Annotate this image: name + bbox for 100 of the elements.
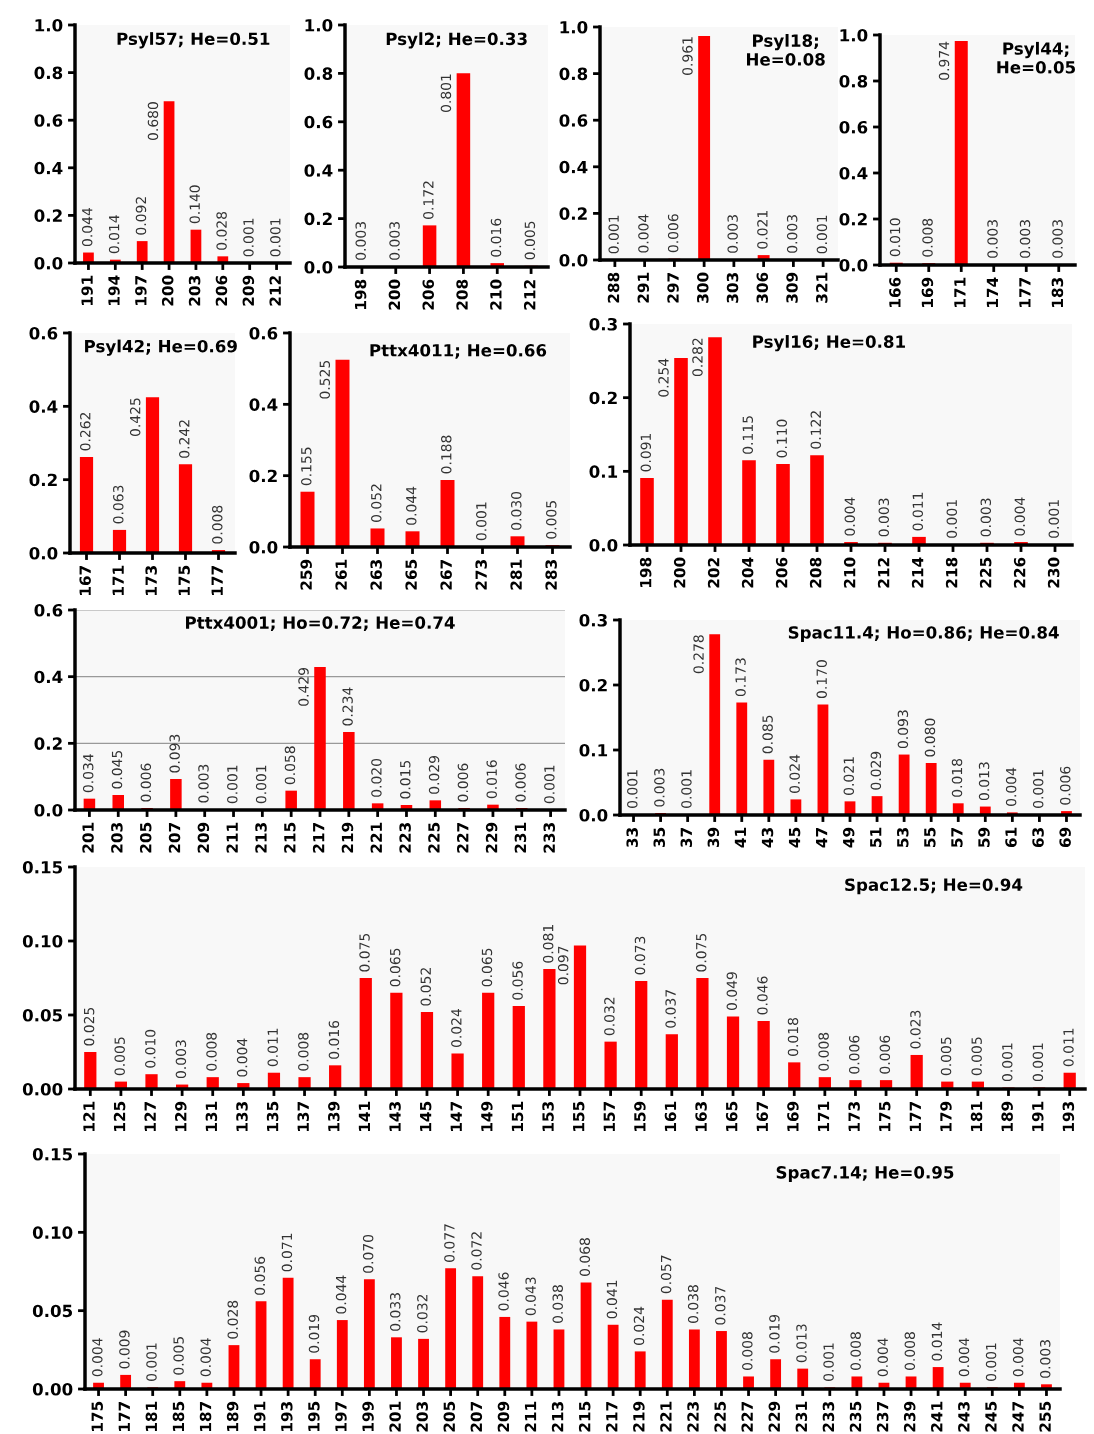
y-tick-label: 0.3 (579, 613, 607, 627)
x-tick-label: 206 (215, 275, 228, 306)
x-tick-label: 208 (809, 557, 822, 588)
x-tick-label: 209 (242, 275, 255, 306)
y-tick-label: 0.4 (34, 161, 63, 175)
data-label: 0.001 (985, 1343, 997, 1381)
data-label: 0.006 (515, 763, 526, 802)
chart-title: Psyl57; He=0.51 (117, 32, 270, 49)
data-label: 0.008 (298, 1032, 309, 1071)
data-label: 0.001 (243, 218, 254, 257)
data-label: 0.025 (83, 1007, 95, 1046)
x-tick-label: 209 (497, 1401, 510, 1432)
x-tick-label: 179 (940, 1101, 952, 1131)
data-label: 0.001 (544, 765, 555, 804)
x-tick-label: 241 (931, 1401, 943, 1432)
x-tick-label: 45 (788, 827, 801, 848)
x-tick-label: 147 (450, 1102, 462, 1131)
data-label: 0.425 (129, 398, 141, 437)
data-label: 0.006 (879, 1035, 891, 1074)
x-tick-label: 69 (1059, 827, 1071, 848)
x-tick-label: 209 (197, 822, 210, 853)
data-label: 0.068 (579, 1238, 591, 1276)
x-tick-label: 175 (91, 1401, 103, 1431)
data-label: 0.093 (897, 710, 909, 749)
data-label: 0.173 (735, 658, 746, 697)
x-tick-label: 306 (756, 272, 769, 303)
data-label: 0.045 (111, 750, 123, 789)
x-tick-label: 243 (958, 1402, 970, 1432)
x-tick-label: 213 (255, 823, 267, 853)
y-tick-label: 1.0 (560, 20, 588, 34)
data-label: 0.001 (816, 215, 828, 254)
x-tick-label: 177 (211, 566, 223, 595)
data-label: 0.075 (695, 933, 707, 972)
y-tick-label: 0.2 (559, 207, 587, 220)
data-label: 0.004 (844, 497, 856, 536)
data-label: 0.013 (978, 762, 990, 801)
data-label: 0.003 (355, 222, 366, 260)
x-tick-label: 33 (626, 828, 638, 848)
x-tick-label: 121 (83, 1101, 95, 1131)
data-label: 0.038 (552, 1285, 563, 1323)
text: Spac7.14; He=0.95 (776, 1166, 954, 1182)
x-tick-label: 191 (81, 275, 93, 305)
data-label: 0.056 (254, 1256, 266, 1295)
x-tick-label: 211 (226, 822, 238, 853)
data-label: 0.046 (757, 976, 768, 1015)
text: Psyl16; He=0.81 (753, 335, 905, 352)
data-label: 0.188 (441, 435, 452, 474)
x-tick-label: 288 (607, 272, 620, 303)
data-label: 0.172 (423, 181, 434, 219)
data-label: 0.073 (634, 936, 646, 975)
x-tick-label: 212 (523, 280, 536, 310)
y-tick-label: 0.0 (559, 253, 588, 267)
data-label: 0.029 (870, 751, 882, 790)
y-tick-label: 0.15 (32, 1147, 73, 1161)
x-tick-label: 191 (253, 1401, 266, 1431)
x-tick-label: 39 (707, 827, 720, 848)
y-tick-label: 0.4 (839, 166, 868, 180)
x-tick-label: 198 (639, 557, 652, 587)
data-label: 0.097 (557, 946, 569, 985)
y-tick-label: 0.3 (589, 317, 617, 331)
y-tick-label: 0.4 (559, 160, 588, 174)
x-tick-label: 208 (456, 279, 468, 310)
data-label: 0.278 (693, 635, 704, 674)
y-tick-label: 0.2 (34, 737, 62, 750)
y-tick-label: 0.2 (589, 391, 617, 405)
data-label: 0.004 (200, 1338, 211, 1377)
data-label: 0.004 (236, 1038, 248, 1077)
data-label: 0.057 (660, 1255, 672, 1294)
x-tick-label: 175 (178, 565, 190, 595)
data-label: 0.093 (169, 734, 180, 773)
data-label: 0.080 (924, 718, 936, 757)
y-tick-label: 0.05 (32, 1304, 73, 1318)
x-tick-label: 267 (440, 560, 452, 590)
x-tick-label: 171 (112, 565, 124, 595)
data-label: 0.072 (471, 1232, 482, 1270)
x-tick-label: 173 (848, 1102, 860, 1131)
data-label: 0.049 (726, 972, 738, 1011)
data-label: 0.008 (904, 1332, 916, 1370)
y-tick-label: 0.05 (22, 1008, 63, 1022)
x-tick-label: 283 (545, 560, 557, 590)
data-label: 0.001 (255, 765, 267, 804)
data-label: 0.004 (877, 1338, 888, 1377)
chart-title: Pttx4001; Ho=0.72; He=0.74 (186, 616, 455, 632)
data-label: 0.046 (498, 1272, 509, 1311)
y-tick-label: 0.2 (304, 212, 332, 226)
x-tick-label: 189 (1001, 1101, 1013, 1131)
data-label: 0.009 (119, 1330, 130, 1369)
data-label: 0.024 (633, 1306, 645, 1345)
data-label: 0.008 (922, 218, 933, 257)
text: Spac12.5; He=0.94 (845, 878, 1023, 895)
data-label: 0.092 (135, 197, 147, 235)
x-tick-label: 231 (795, 1401, 808, 1432)
x-tick-label: 230 (1047, 557, 1060, 588)
x-tick-label: 166 (889, 277, 901, 307)
y-tick-label: 0.0 (34, 256, 63, 270)
data-label: 0.034 (82, 754, 94, 793)
data-label: 0.262 (80, 413, 91, 451)
x-tick-label: 227 (741, 1402, 753, 1432)
x-tick-label: 198 (354, 279, 367, 309)
x-tick-label: 169 (787, 1101, 799, 1131)
